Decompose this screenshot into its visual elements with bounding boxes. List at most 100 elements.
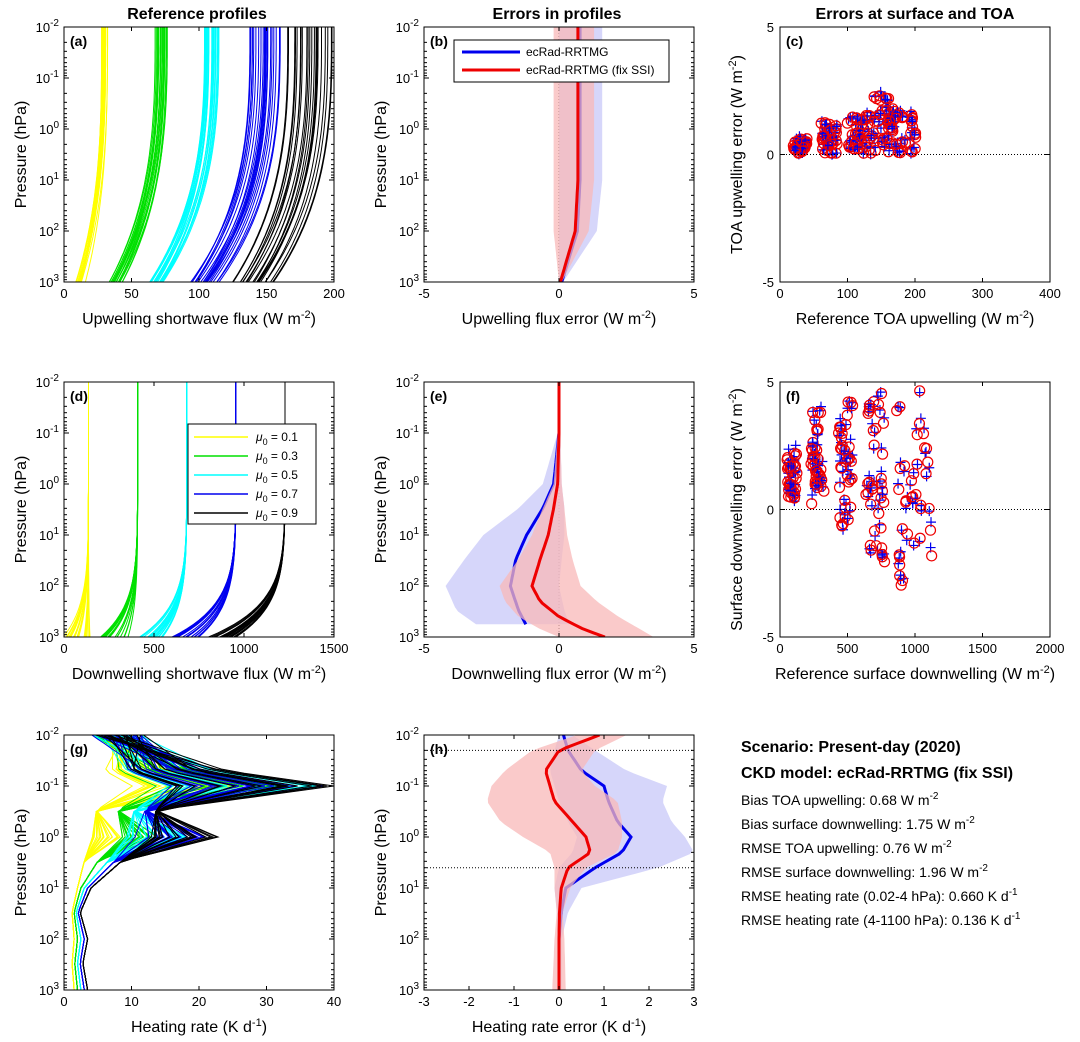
scatter-circle <box>836 427 848 440</box>
panel-label: (d) <box>70 388 88 404</box>
y-tick-label: 103 <box>399 628 419 645</box>
profile-line <box>148 382 188 637</box>
x-tick-label: 0 <box>60 286 67 301</box>
scatter-circle <box>836 520 848 532</box>
y-tick-label: 101 <box>39 171 59 188</box>
profile-line <box>216 27 277 282</box>
scatter-circle <box>911 429 923 441</box>
y-axis-label: Pressure (hPa) <box>373 456 390 564</box>
scatter-plus <box>837 466 848 477</box>
scatter-circle <box>899 137 912 149</box>
scatter-circle <box>835 461 847 473</box>
scatter-plus <box>816 401 827 412</box>
scatter-circle <box>875 522 887 534</box>
x-tick-label: 500 <box>837 641 859 656</box>
profile-line <box>264 27 326 282</box>
profile-line <box>160 27 214 282</box>
scatter-plus <box>831 121 842 132</box>
scatter-circle <box>923 502 935 515</box>
scatter-circle <box>846 399 859 412</box>
y-tick-label: 103 <box>39 273 59 290</box>
scatter-circle <box>875 472 887 485</box>
y-tick-label: 10-2 <box>396 373 420 390</box>
scatter-circle <box>785 491 797 503</box>
profile-line <box>152 382 188 637</box>
scatter-circle <box>876 548 888 561</box>
profile-line <box>149 382 188 637</box>
series-1-mean-line <box>544 735 601 990</box>
plot-area <box>487 735 693 990</box>
legend: ecRad-RRTMG ecRad-RRTMG (fix SSI) <box>453 39 670 83</box>
profile-line <box>158 382 188 637</box>
profile-line <box>253 27 309 282</box>
scatter-circle <box>906 114 918 127</box>
y-axis-label: TOA upwelling error (W m-2) <box>727 55 746 254</box>
x-tick-label: 10 <box>124 994 138 1009</box>
scatter-circle <box>818 485 830 497</box>
scatter-circle <box>890 138 903 150</box>
series-1-band <box>499 382 654 637</box>
legend-item: ecRad-RRTMG <box>526 45 608 59</box>
scatter-plus <box>835 455 846 466</box>
y-tick-label: 10-1 <box>36 777 60 794</box>
scatter-circle <box>868 91 880 103</box>
x-tick-label: 40 <box>327 994 341 1009</box>
y-tick-label: 102 <box>39 222 59 239</box>
scatter-circle <box>834 421 847 433</box>
scatter-circle <box>832 427 845 439</box>
scatter-plus <box>876 466 887 477</box>
ckd-model-title: CKD model: ecRad-RRTMG (fix SSI) <box>741 765 1013 782</box>
x-tick-label: 0 <box>776 286 783 301</box>
scatter-circle <box>891 405 903 417</box>
profile-line <box>71 735 154 990</box>
x-tick-label: 100 <box>837 286 859 301</box>
profile-line <box>123 382 139 637</box>
scatter-circle <box>900 496 912 508</box>
x-tick-label: 1000 <box>230 641 259 656</box>
profile-line <box>123 382 139 637</box>
scatter-plus <box>907 497 918 508</box>
scatter-plus <box>893 478 904 489</box>
profile-line <box>155 27 213 282</box>
series-1-mean-line <box>530 382 606 637</box>
summary-line: RMSE heating rate (0.02-4 hPa): 0.660 K … <box>741 887 1018 904</box>
summary-line: RMSE surface downwelling: 1.96 W m-2 <box>741 863 988 880</box>
summary-line: RMSE TOA upwelling: 0.76 W m-2 <box>741 839 952 856</box>
plot-area <box>781 385 938 591</box>
x-tick-label: 0 <box>60 994 67 1009</box>
scatter-circle <box>913 418 926 430</box>
x-tick-label: 400 <box>1039 286 1061 301</box>
plot-area <box>71 735 334 990</box>
x-axis-label: Downwelling flux error (W m-2) <box>451 664 666 683</box>
profile-line <box>118 27 165 282</box>
panel-label: (b) <box>430 33 448 49</box>
summary-line: Bias TOA upwelling: 0.68 W m-2 <box>741 791 939 808</box>
scatter-circle <box>879 92 892 104</box>
x-tick-label: 200 <box>323 286 345 301</box>
scatter-circle <box>917 428 930 440</box>
profile-line <box>191 27 252 282</box>
scatter-circle <box>867 425 879 437</box>
scatter-circle <box>875 387 888 400</box>
x-tick-label: 300 <box>972 286 994 301</box>
scatter-circle <box>874 109 886 121</box>
x-axis-label: Heating rate (K d-1) <box>131 1017 267 1036</box>
scatter-circle <box>790 448 803 460</box>
x-tick-label: 0 <box>555 286 562 301</box>
scatter-plus <box>912 459 923 470</box>
profile-line <box>257 27 318 282</box>
legend-box <box>187 423 317 525</box>
y-tick-label: 102 <box>399 222 419 239</box>
profile-line <box>150 27 208 282</box>
y-tick-label: 101 <box>39 879 59 896</box>
y-tick-label: 100 <box>399 120 419 137</box>
x-tick-label: 20 <box>192 994 206 1009</box>
scatter-circle <box>836 462 848 474</box>
x-tick-label: 50 <box>124 286 138 301</box>
y-tick-label: 103 <box>39 628 59 645</box>
profile-line <box>112 27 163 282</box>
summary-line: Bias surface downwelling: 1.75 W m-2 <box>741 815 975 832</box>
scatter-plus <box>869 427 880 438</box>
scatter-plus <box>843 464 854 475</box>
